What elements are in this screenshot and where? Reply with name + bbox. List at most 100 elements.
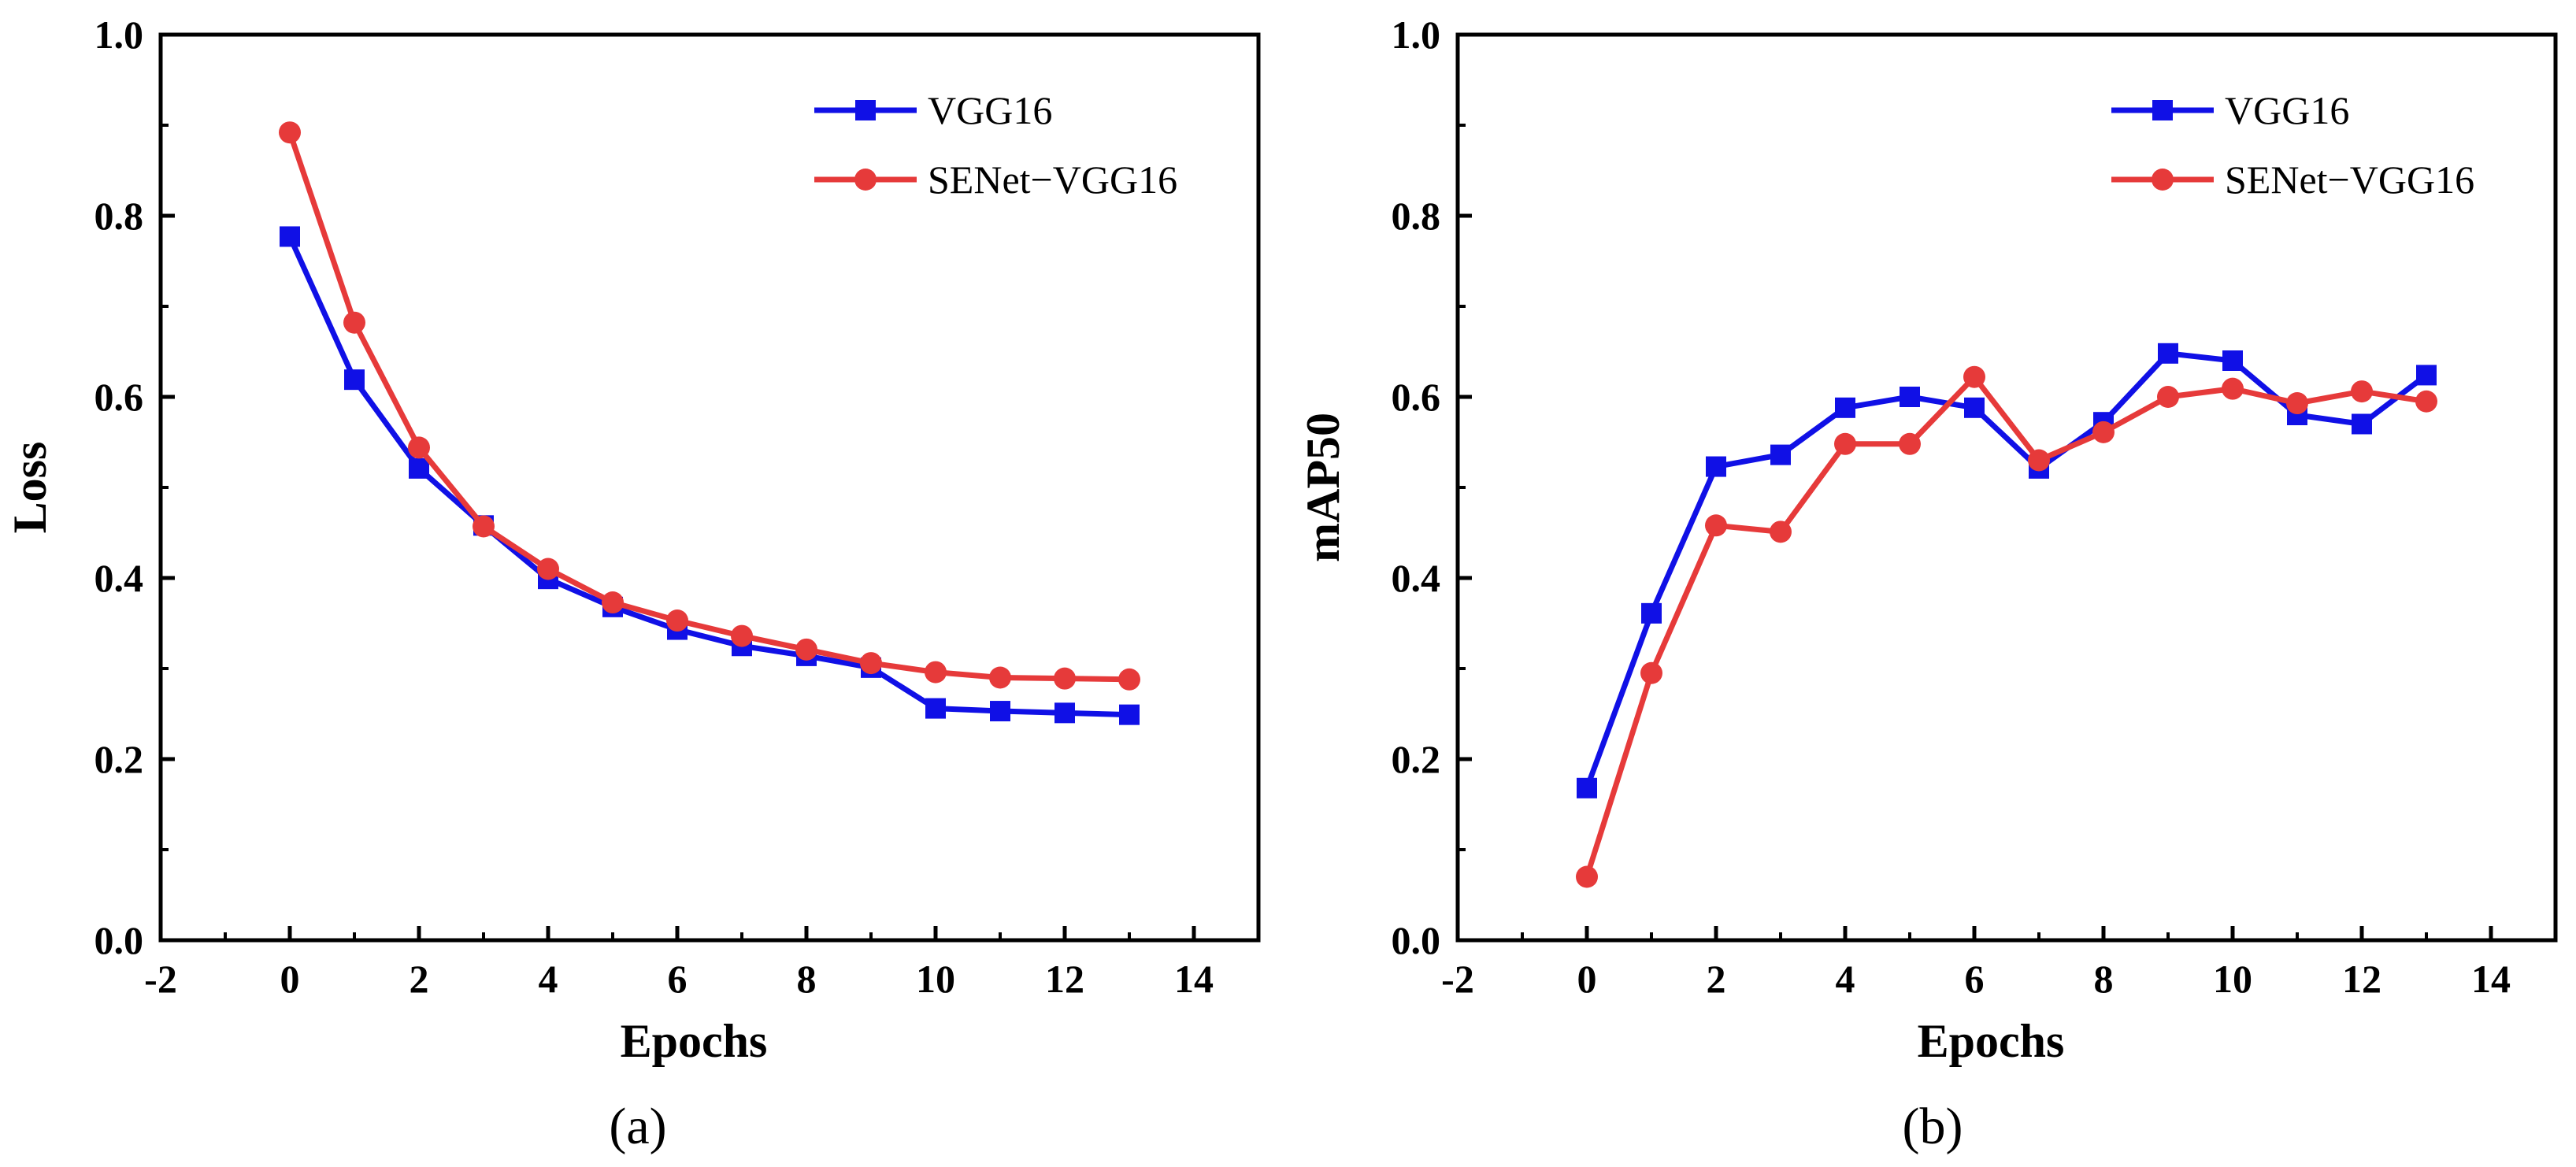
data-point: [1899, 432, 1921, 455]
x-tick-label: 4: [1836, 957, 1855, 1001]
data-point: [1054, 667, 1076, 690]
y-tick-label: 0.0: [1392, 918, 1441, 962]
data-point: [1770, 521, 1792, 543]
data-point: [2416, 365, 2437, 386]
y-axis-title: mAP50: [1297, 413, 1349, 562]
y-tick-label: 0.6: [1392, 375, 1441, 419]
series-line: [287, 132, 1130, 683]
legend-marker: [854, 169, 877, 191]
x-tick-label: 10: [916, 957, 955, 1001]
data-point: [2157, 386, 2179, 408]
x-tick-label: 10: [2213, 957, 2252, 1001]
data-point: [1577, 777, 1597, 798]
y-tick-label: 0.4: [95, 556, 144, 600]
data-point: [2222, 350, 2243, 371]
data-point: [344, 369, 365, 391]
legend-label: SENet−VGG16: [928, 157, 1177, 202]
data-point: [473, 515, 495, 538]
data-point: [925, 698, 946, 719]
legend-label: SENet−VGG16: [2225, 157, 2474, 202]
legend-marker: [2152, 169, 2174, 191]
y-tick-label: 0.8: [95, 194, 144, 238]
data-point: [1963, 365, 1985, 388]
x-tick-label: 4: [539, 957, 558, 1001]
data-point: [1900, 387, 1920, 407]
data-point: [795, 638, 817, 661]
data-point: [602, 591, 624, 614]
series-line: [1584, 350, 2429, 790]
x-axis-title: Epochs: [621, 1015, 768, 1067]
data-point: [2222, 377, 2244, 400]
series-senet-vgg16: [279, 121, 1140, 691]
x-tick-label: -2: [1441, 957, 1474, 1001]
series-vgg16: [1577, 343, 2437, 798]
data-point: [1576, 865, 1598, 888]
x-tick-label: 6: [668, 957, 688, 1001]
series-line: [1584, 374, 2427, 878]
legend: VGG16 SENet−VGG16: [2111, 88, 2474, 202]
x-tick-label: 14: [1174, 957, 1214, 1001]
x-tick-label: 0: [1577, 957, 1597, 1001]
x-axis-title: Epochs: [1918, 1015, 2065, 1067]
data-point: [731, 624, 753, 647]
x-tick-label: 2: [410, 957, 429, 1001]
x-tick-label: 14: [2471, 957, 2511, 1001]
legend-label: VGG16: [2225, 88, 2349, 132]
x-tick-label: 8: [797, 957, 817, 1001]
y-tick-label: 0.2: [1392, 737, 1441, 781]
data-point: [343, 311, 365, 334]
data-point: [280, 226, 300, 247]
chart-panel-b: -2 0 2 4 6 8 10 12 14 0.0 0.2 0.4 0.6 0.8 1.0 Epochs mAP…: [1297, 13, 2558, 1155]
x-tick-label: -2: [144, 957, 177, 1001]
data-point: [1641, 602, 1662, 624]
x-tick-label: 6: [1965, 957, 1985, 1001]
legend-label: VGG16: [928, 88, 1052, 132]
data-point: [408, 436, 430, 459]
data-point: [2352, 413, 2372, 435]
panel-caption: (a): [609, 1098, 666, 1155]
data-point: [537, 558, 559, 580]
legend-marker: [2152, 100, 2173, 120]
x-tick-label: 12: [2342, 957, 2381, 1001]
data-point: [2415, 390, 2437, 413]
data-point: [989, 666, 1011, 689]
legend-marker: [855, 100, 876, 120]
data-point: [1054, 702, 1075, 724]
series-senet-vgg16: [1576, 365, 2437, 888]
data-point: [409, 458, 429, 479]
y-axis-title: Loss: [4, 442, 56, 534]
y-tick-label: 0.2: [95, 737, 144, 781]
data-point: [1706, 456, 1726, 477]
x-tick-label: 12: [1045, 957, 1084, 1001]
y-tick-label: 0.8: [1392, 194, 1441, 238]
x-tick-label: 2: [1707, 957, 1726, 1001]
y-tick-label: 0.6: [95, 375, 144, 419]
data-point: [1770, 444, 1791, 465]
y-tick-label: 0.0: [95, 918, 144, 962]
data-point: [279, 121, 301, 144]
y-tick-label: 1.0: [1392, 13, 1441, 57]
y-tick-label: 0.4: [1392, 556, 1441, 600]
series-line: [287, 235, 1130, 718]
data-point: [2028, 449, 2050, 472]
data-point: [2286, 392, 2308, 415]
data-point: [2351, 380, 2373, 403]
chart-panel-a: -2 0 2 4 6 8 10 12 14 0.0 0.2 0.4 0.6 0.8 1.0 Epochs Los…: [4, 13, 1261, 1155]
x-tick-label: 0: [280, 957, 300, 1001]
data-point: [1964, 397, 1985, 418]
legend: VGG16 SENet−VGG16: [814, 88, 1177, 202]
x-tick-label: 8: [2094, 957, 2114, 1001]
data-point: [2158, 343, 2178, 364]
y-tick-label: 1.0: [95, 13, 144, 57]
data-point: [990, 701, 1010, 722]
data-point: [860, 652, 882, 675]
data-point: [666, 609, 688, 632]
series-vgg16: [280, 226, 1140, 725]
data-point: [1640, 661, 1662, 684]
data-point: [1835, 397, 1855, 418]
data-point: [1705, 514, 1727, 537]
data-point: [1119, 704, 1140, 725]
data-point: [1834, 432, 1856, 455]
data-point: [925, 661, 947, 684]
